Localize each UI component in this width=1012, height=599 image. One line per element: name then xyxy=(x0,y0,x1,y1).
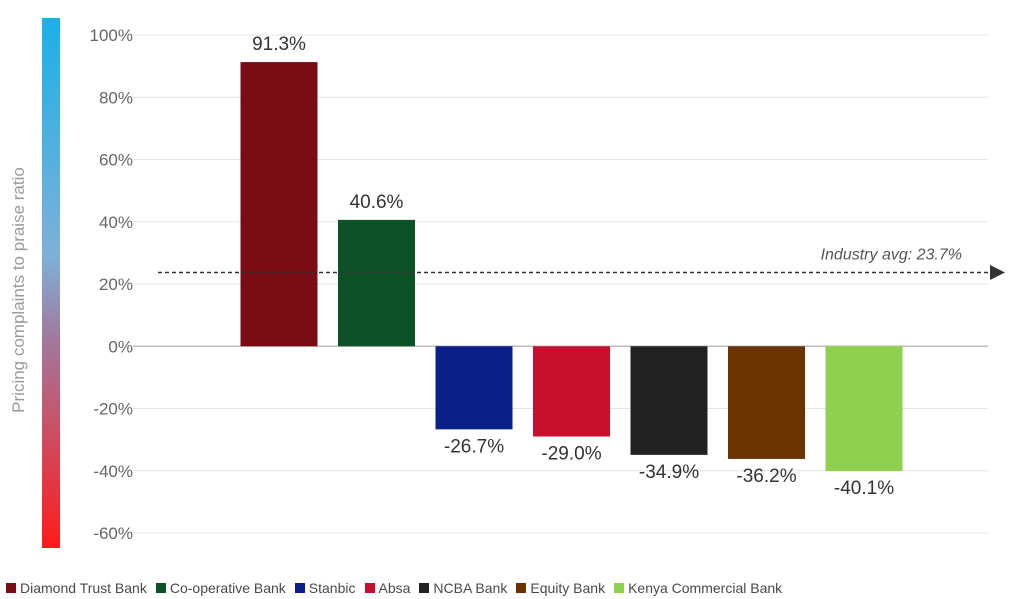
legend-swatch xyxy=(155,583,166,593)
legend-label: NCBA Bank xyxy=(433,580,508,596)
y-tick-labels: 100% 80% 60% 40% 20% 0% -20% -40% -60% xyxy=(90,26,133,543)
y-tick-label: 40% xyxy=(99,213,133,232)
legend-item: Diamond Trust Bank xyxy=(6,580,147,596)
legend-label: Equity Bank xyxy=(530,580,606,596)
y-tick-label: 80% xyxy=(99,88,133,107)
legend: Diamond Trust Bank Co-operative Bank Stanb… xyxy=(6,578,791,598)
bar xyxy=(435,346,513,430)
y-tick-label: 60% xyxy=(99,151,133,170)
legend-swatch xyxy=(516,583,527,593)
y-tick-label: 100% xyxy=(90,26,133,45)
legend-swatch xyxy=(294,583,305,593)
value-label: 91.3% xyxy=(252,34,306,55)
bar xyxy=(533,346,610,437)
y-tick-label: 20% xyxy=(99,275,133,294)
y-tick-label: -60% xyxy=(93,524,133,543)
value-label: -26.7% xyxy=(444,436,504,457)
industry-average: Industry avg: 23.7% xyxy=(158,246,1005,280)
value-label: -34.9% xyxy=(639,462,699,483)
legend-item: Equity Bank xyxy=(516,580,605,596)
y-tick-label: 0% xyxy=(108,337,133,356)
bar xyxy=(630,346,708,455)
value-label: -29.0% xyxy=(541,444,601,465)
legend-label: Absa xyxy=(378,580,411,596)
legend-item: Kenya Commercial Bank xyxy=(614,580,782,596)
y-axis-label: Pricing complaints to praise ratio xyxy=(9,167,28,413)
y-tick-label: -40% xyxy=(93,462,133,481)
legend-item: Stanbic xyxy=(294,580,356,596)
industry-average-label: Industry avg: 23.7% xyxy=(821,246,962,263)
value-label: 40.6% xyxy=(350,192,404,213)
bar xyxy=(338,219,415,347)
legend-label: Stanbic xyxy=(308,580,356,596)
bars xyxy=(240,62,903,472)
legend-swatch xyxy=(614,583,625,593)
legend-swatch xyxy=(364,583,375,593)
legend-item: Co-operative Bank xyxy=(155,580,286,596)
value-label: -36.2% xyxy=(736,466,796,487)
value-label: -40.1% xyxy=(834,478,894,499)
bar xyxy=(240,62,318,347)
bar xyxy=(728,346,805,459)
legend-label: Co-operative Bank xyxy=(169,580,286,596)
value-labels: 91.3% 40.6% -26.7% -29.0% -34.9% -36.2% -40.1% xyxy=(252,34,894,499)
legend-item: Absa xyxy=(364,580,411,596)
bar-chart: Pricing complaints to praise ratio 100% 8… xyxy=(9,18,1005,548)
bar xyxy=(825,346,903,472)
legend-swatch xyxy=(6,583,16,593)
legend-label: Kenya Commercial Bank xyxy=(628,580,783,596)
legend-item: NCBA Bank xyxy=(419,580,507,596)
legend-swatch xyxy=(419,583,430,593)
y-tick-label: -20% xyxy=(93,400,133,419)
y-axis-gradient-bar xyxy=(42,18,60,548)
legend-label: Diamond Trust Bank xyxy=(20,580,147,596)
